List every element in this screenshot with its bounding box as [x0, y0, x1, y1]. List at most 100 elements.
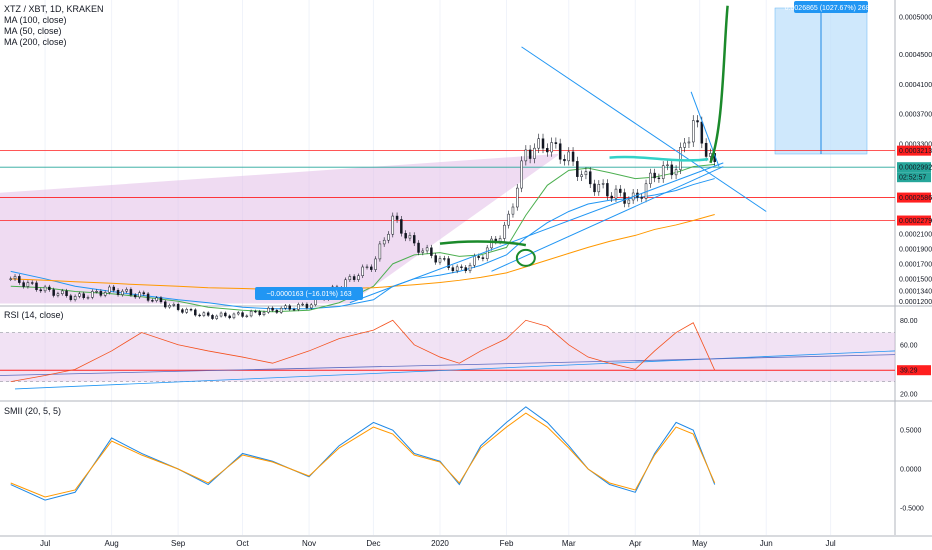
ma-200-label[interactable]: MA (200, close) — [4, 37, 67, 47]
candle-body — [537, 138, 540, 149]
candle-body — [65, 290, 68, 296]
rsi-line — [10, 319, 716, 382]
price-tick-13: 0.0001200 — [899, 299, 932, 306]
trend-resistance-line — [521, 46, 767, 212]
candle-body — [352, 276, 356, 280]
smii-line — [10, 406, 716, 501]
candle-body — [103, 292, 107, 296]
ma-line-0 — [10, 178, 715, 310]
rsi-tick-0: 80.00 — [900, 318, 918, 325]
candle-body — [593, 183, 596, 193]
candle-body — [305, 303, 309, 309]
candle-body — [224, 312, 227, 317]
rsi-title[interactable]: RSI (14, close) — [4, 310, 64, 320]
candle-body — [438, 258, 442, 263]
price-tick-8: 0.0002100 — [899, 231, 932, 238]
candle-body — [610, 195, 613, 199]
candle-body — [254, 310, 257, 313]
candle-body — [245, 315, 249, 317]
candle-body — [116, 290, 120, 295]
price-tick-1: 0.0004500 — [899, 52, 932, 59]
candle-body — [374, 258, 377, 270]
time-tick-4: Nov — [302, 539, 316, 548]
candle-body — [601, 183, 605, 185]
candle-body — [691, 120, 695, 143]
candle-body — [236, 312, 240, 315]
time-tick-3: Oct — [236, 539, 249, 548]
price-badge-bg-0 — [897, 145, 931, 156]
candle-body — [520, 160, 523, 189]
trend-support-line — [349, 162, 724, 304]
candle-body — [125, 289, 128, 292]
candle-body — [206, 312, 210, 316]
candle-body — [412, 235, 416, 244]
price-tick-0: 0.0005000 — [899, 14, 932, 21]
cyan-line-drawing — [609, 155, 709, 162]
candle-body — [361, 266, 364, 276]
time-tick-10: May — [692, 539, 707, 548]
ma-50-label[interactable]: MA (50, close) — [4, 26, 62, 36]
smii-title[interactable]: SMII (20, 5, 5) — [4, 406, 62, 416]
candle-body — [477, 256, 480, 258]
ma-100-label[interactable]: MA (100, close) — [4, 15, 67, 25]
time-tick-7: Feb — [500, 539, 514, 548]
candle-body — [181, 309, 184, 313]
candle-body — [468, 264, 472, 272]
candle-body — [391, 215, 395, 235]
candle-body — [48, 286, 51, 290]
candle-body — [528, 149, 532, 159]
time-tick-11: Jun — [760, 539, 773, 548]
candle-body — [69, 295, 73, 300]
candle-body — [271, 307, 274, 311]
candle-body — [279, 307, 283, 313]
candle-body — [142, 292, 146, 295]
time-tick-5: Dec — [366, 539, 380, 548]
rsi-trend-2 — [0, 354, 896, 376]
smii-signal-line — [10, 412, 716, 498]
candle-body — [241, 312, 244, 317]
candle-body — [516, 187, 519, 208]
rsi-badge-bg — [897, 365, 931, 376]
trend-support-line-2 — [491, 166, 724, 272]
candle-body — [26, 282, 30, 287]
candle-body — [262, 311, 266, 315]
candle-body — [99, 291, 103, 296]
candle-body — [709, 153, 712, 157]
price-badge-bg-1 — [897, 162, 931, 173]
candle-body — [524, 149, 528, 162]
price-tick-12: 0.0001340 — [899, 288, 932, 295]
projection-label: 0.0026865 (1027.67%) 26865 — [785, 5, 878, 12]
candle-body — [417, 242, 420, 253]
candle-body — [228, 315, 231, 319]
symbol-title[interactable]: XTZ / XBT, 1D, KRAKEN — [4, 4, 104, 14]
candle-body — [91, 291, 94, 298]
candle-body — [365, 266, 369, 268]
candle-body — [22, 282, 25, 287]
candle-body — [194, 309, 197, 316]
candle-body — [614, 188, 618, 199]
candle-body — [95, 291, 98, 293]
candle-body — [584, 171, 588, 176]
candle-body — [151, 300, 154, 302]
candle-body — [661, 165, 665, 179]
price-tick-9: 0.0001900 — [899, 246, 932, 253]
time-tick-9: Apr — [629, 539, 642, 548]
candle-body — [425, 247, 429, 252]
candle-body — [78, 293, 81, 297]
candle-body — [481, 257, 485, 259]
candle-body — [82, 293, 85, 298]
candle-body — [172, 304, 176, 306]
candle-body — [370, 266, 373, 270]
candle-body — [507, 213, 510, 226]
price-badge-bg-3 — [897, 192, 931, 203]
candle-body — [219, 312, 223, 317]
candle-body — [554, 142, 558, 144]
green-circle-drawing — [515, 248, 536, 267]
candle-body — [546, 148, 549, 153]
candle-body — [39, 289, 43, 292]
price-tick-2: 0.0004100 — [899, 82, 932, 89]
candle-body — [13, 276, 17, 280]
candle-body — [455, 266, 459, 272]
time-tick-6: 2020 — [431, 539, 449, 548]
